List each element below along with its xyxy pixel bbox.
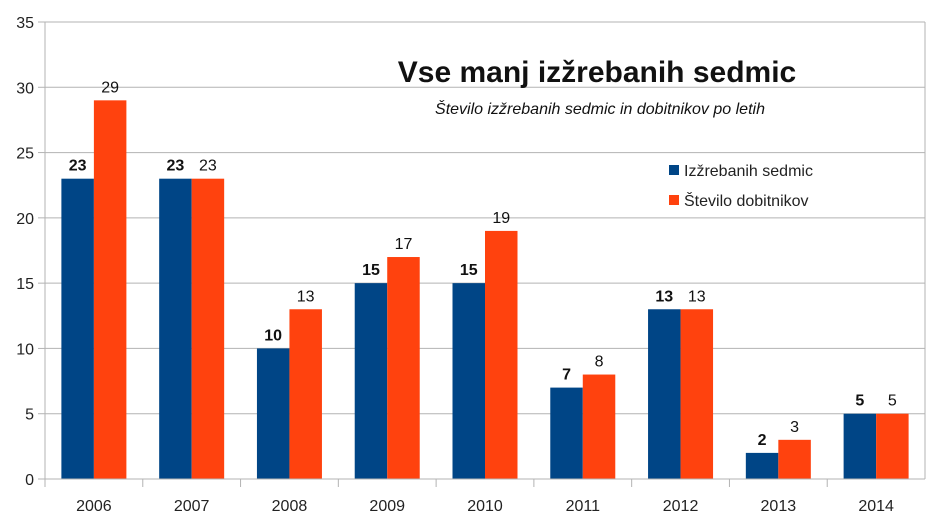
y-tick-label: 20	[16, 211, 34, 228]
bar-1-2009	[354, 283, 388, 479]
y-tick-label: 30	[16, 80, 34, 97]
bar-2-2011	[582, 374, 616, 479]
bar-1-2011	[550, 387, 583, 479]
y-tick-label: 25	[16, 146, 34, 163]
legend: Izžrebanih sedmic Število dobitnikov	[669, 163, 813, 210]
x-tick-label: 2008	[272, 498, 308, 515]
data-label: 29	[101, 79, 119, 96]
bar-2-2010	[485, 230, 518, 479]
legend-swatch-series-1	[669, 165, 679, 175]
data-label: 23	[167, 158, 185, 175]
data-label: 19	[492, 210, 510, 227]
data-label: 2	[758, 432, 767, 449]
x-tick-label: 2006	[76, 498, 112, 515]
bar-1-2008	[256, 348, 290, 479]
bar-2-2013	[778, 439, 811, 479]
x-tick-label: 2010	[467, 498, 503, 515]
x-tick-label: 2014	[858, 498, 894, 515]
data-label: 23	[69, 158, 87, 175]
data-label: 17	[395, 236, 413, 253]
legend-label-series-1: Izžrebanih sedmic	[684, 163, 813, 180]
data-label: 7	[562, 367, 571, 384]
data-label: 15	[362, 262, 380, 279]
y-tick-label: 10	[16, 341, 34, 358]
data-label: 5	[888, 393, 897, 410]
bar-1-2010	[452, 283, 485, 479]
data-label: 13	[297, 288, 315, 305]
x-tick-label: 2011	[566, 498, 601, 515]
data-label: 8	[595, 354, 604, 371]
bar-1-2012	[648, 309, 681, 479]
x-tick-label: 2012	[663, 498, 699, 515]
bar-1-2013	[745, 452, 779, 479]
data-label: 13	[655, 288, 673, 305]
bar-2-2009	[387, 257, 420, 479]
data-label: 23	[199, 158, 217, 175]
y-tick-label: 35	[16, 15, 34, 32]
chart-title: Vse manj izžrebanih sedmic	[398, 56, 796, 89]
x-tick-label: 2009	[369, 498, 405, 515]
x-tick-label: 2007	[174, 498, 210, 515]
y-tick-label: 0	[25, 472, 34, 489]
data-label: 5	[855, 393, 864, 410]
bar-2-2006	[93, 100, 127, 479]
x-tick-label: 2013	[761, 498, 797, 515]
data-label: 3	[790, 419, 799, 436]
bar-1-2007	[159, 178, 192, 479]
y-tick-label: 15	[16, 276, 34, 293]
bar-1-2006	[61, 178, 94, 479]
bar-2-2007	[191, 178, 225, 479]
bar-2-2008	[289, 309, 322, 479]
legend-swatch-series-2	[669, 195, 679, 205]
data-label: 10	[264, 327, 282, 344]
legend-label-series-2: Število dobitnikov	[684, 191, 809, 210]
data-label: 13	[688, 288, 706, 305]
bar-2-2014	[876, 413, 909, 479]
bar-2-2012	[680, 309, 714, 479]
y-tick-label: 5	[25, 407, 34, 424]
bar-1-2014	[843, 413, 877, 479]
chart-subtitle: Število izžrebanih sedmic in dobitnikov …	[435, 99, 765, 118]
data-label: 15	[460, 262, 478, 279]
